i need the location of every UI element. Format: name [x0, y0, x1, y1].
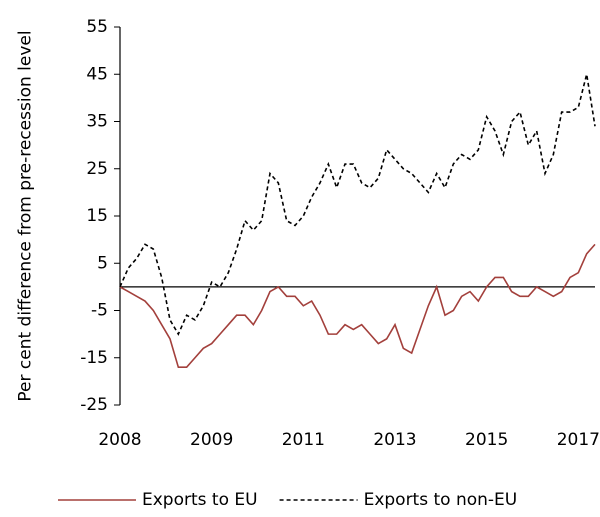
- y-tick-label: 45: [86, 64, 108, 84]
- y-tick-label: 5: [97, 253, 108, 273]
- x-tick-label: 2013: [373, 430, 416, 450]
- y-tick-label: -5: [91, 301, 108, 321]
- legend-label: Exports to non-EU: [364, 490, 518, 510]
- y-tick-label: -15: [80, 348, 108, 368]
- x-tick-label: 2011: [282, 430, 325, 450]
- y-tick-label: 35: [86, 112, 108, 132]
- y-tick-label: -25: [80, 395, 108, 415]
- x-tick-label: 2009: [190, 430, 233, 450]
- legend-label: Exports to EU: [142, 490, 258, 510]
- data-line: [119, 74, 596, 336]
- y-tick-label: 25: [86, 159, 108, 179]
- data-line: [119, 243, 596, 368]
- y-tick-label: 15: [86, 206, 108, 226]
- y-tick-label: 55: [86, 17, 108, 37]
- x-tick-label: 2015: [465, 430, 508, 450]
- x-tick-label: 2008: [98, 430, 141, 450]
- y-axis-title: Per cent difference from pre-recession l…: [15, 30, 36, 402]
- x-tick-label: 2017: [557, 430, 600, 450]
